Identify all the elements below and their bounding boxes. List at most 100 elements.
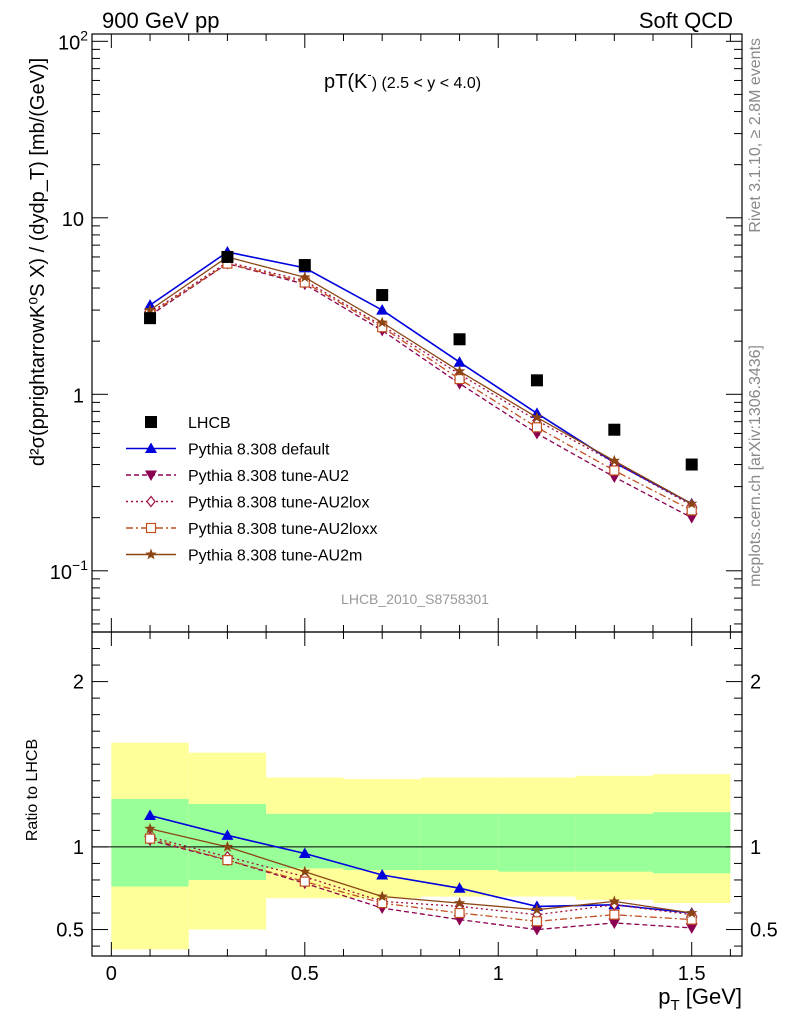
legend-item-au2m: Pythia 8.308 tune-AU2m [126,548,362,565]
main-point-au2m [299,271,311,283]
band-inner [498,813,576,872]
legend-label-au2loxx: Pythia 8.308 tune-AU2loxx [188,521,377,538]
ratio-y-tick-label-right: 0.5 [750,920,778,942]
ratio-point-default [144,809,157,820]
legend-marker-au2loxx [145,522,157,534]
ratio-point-au2 [530,925,543,936]
x-axis-label-unit: [GeV] [680,984,742,1009]
ratio-line-au2loxx [149,837,692,922]
legend-marker-au2m [145,548,157,560]
main-title: pT(K-) (2.5 < y < 4.0) [324,67,481,93]
ratio-frame [91,631,743,957]
main-point-au2loxx [454,373,465,385]
ratio-point-au2m [221,840,234,852]
main-line-au2lox [149,261,693,506]
x-axis-label-main: p [658,984,670,1009]
ratio-point-au2m [144,822,156,834]
ratio-point-au2 [608,918,621,929]
ratio-y-tick-labels: 0.5 0.5 1 1 2 2 [56,672,778,942]
main-y-axis-label: d²σ(pprightarrowK⁰S X) / (dydp_T) [mb/(G… [27,58,49,466]
ratio-line-au2m [149,828,692,914]
legend-label-default: Pythia 8.308 default [188,442,330,459]
ratio-y-tick-label: 2 [73,672,84,694]
x-tick-label: 1 [493,963,504,985]
main-point-au2m [608,454,620,466]
main-y-tick-label: 10 [62,209,84,231]
legend-item-data: LHCB [145,415,231,432]
legend-marker-data [145,416,157,428]
ratio-y-tick-label: 1 [73,837,84,859]
data-point [376,289,389,302]
main-point-au2m [144,304,156,315]
ratio-point-au2loxx [144,833,156,844]
main-point-au2m [686,497,698,509]
main-title-text: pT(K [324,71,368,93]
legend-marker-au2lox [146,495,156,508]
main-y-tick-label: 1 [73,385,84,407]
ratio-point-au2loxx [222,855,233,866]
main-point-au2loxx [609,465,620,476]
ratio-point-au2m [608,895,620,907]
header-right: Soft QCD [639,8,733,33]
x-axis-label: pT [GeV] [658,984,742,1014]
main-point-au2m [531,411,543,423]
ratio-point-default [453,882,466,893]
side-label-rivet: Rivet 3.1.10, ≥ 2.8M events [747,38,764,233]
ratio-point-default [298,847,311,859]
main-title-sup: - [367,67,371,82]
main-line-default [149,251,693,505]
band-inner [343,813,421,871]
header-left: 900 GeV pp [102,8,219,33]
data-point [453,333,466,346]
ratio-point-default [221,829,234,840]
main-title-sub: ) (2.5 < y < 4.0) [372,75,481,92]
ratio-uncertainty-bands [111,742,731,950]
ratio-point-au2loxx [299,876,310,887]
main-y-tick-label: 10−1 [50,557,88,584]
x-tick-label: 1.5 [678,963,706,985]
data-point [144,312,157,325]
side-label-mcplots: mcplots.cern.ch [arXiv:1306.3436] [747,345,764,587]
ratio-point-default [376,869,389,880]
legend-marker-default [145,442,157,453]
ratio-point-au2m [376,890,388,902]
ratio-y-axis-label: Ratio to LHCB [24,739,41,841]
ratio-y-tick-label-right: 2 [750,672,761,694]
ratio-series-lines [144,809,698,936]
data-point [298,259,311,272]
ratio-point-au2loxx [454,907,465,919]
x-tick-label: 0.5 [291,963,319,985]
ratio-point-au2loxx [609,909,620,920]
ratio-y-tick-label-right: 1 [750,837,761,859]
legend-item-default: Pythia 8.308 default [126,442,330,459]
main-ticks [92,34,742,632]
legend-label-au2lox: Pythia 8.308 tune-AU2lox [188,495,369,512]
ratio-ticks [92,632,742,956]
main-point-au2m [376,316,388,328]
main-data-points [144,250,698,471]
main-y-tick-labels: 10−1 1 10 102 [50,27,88,583]
ratio-point-au2loxx [531,916,543,927]
data-point [608,423,621,436]
legend: LHCB Pythia 8.308 default Pythia 8.308 tun… [126,415,377,565]
main-point-au2loxx [686,505,697,516]
legend-label-au2: Pythia 8.308 tune-AU2 [188,468,349,485]
ratio-line-au2lox [149,836,692,916]
x-tick-labels: 0 0.5 1 1.5 [106,963,706,985]
ratio-point-au2m [531,903,543,915]
ratio-point-au2 [685,923,698,934]
main-point-au2loxx [531,422,543,433]
band-inner [266,813,344,869]
analysis-watermark: LHCB_2010_S8758301 [341,591,489,607]
legend-item-au2: Pythia 8.308 tune-AU2 [126,468,349,485]
x-axis-label-sub: T [670,997,679,1014]
ratio-y-tick-label: 0.5 [56,920,84,942]
legend-label-au2m: Pythia 8.308 tune-AU2m [188,548,362,565]
band-inner [420,813,499,871]
main-line-au2m [149,256,693,505]
main-point-au2m [453,365,466,377]
ratio-panel: 0.5 0.5 1 1 2 2 0 0.5 1 1.5 Ratio to LHCB pT [Ge… [24,631,778,1014]
ratio-point-au2m [686,907,698,918]
band-inner [575,813,654,872]
legend-marker-au2 [145,470,157,481]
